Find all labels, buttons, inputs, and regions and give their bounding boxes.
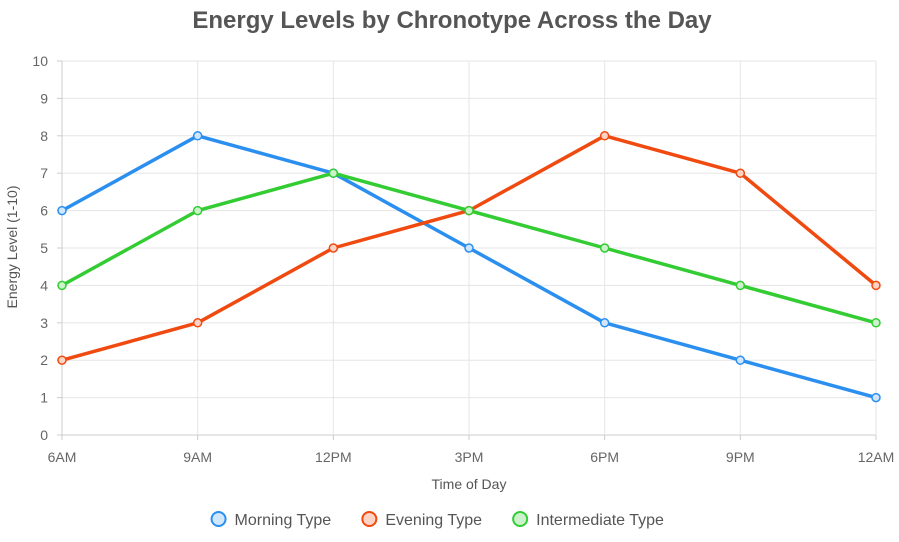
x-tick-label: 12AM [858, 449, 895, 465]
x-tick-label: 3PM [455, 449, 484, 465]
legend-item[interactable]: Evening Type [361, 511, 482, 529]
legend-marker [361, 511, 378, 527]
y-tick-label: 7 [40, 165, 48, 181]
legend-label: Intermediate Type [536, 512, 664, 529]
legend-marker [512, 511, 529, 527]
legend: Morning Type Evening Type Intermediate Typ… [210, 511, 664, 529]
chart-title: Energy Levels by Chronotype Across the D… [192, 7, 712, 34]
legend-marker [210, 511, 227, 527]
data-point[interactable] [599, 318, 610, 328]
data-point[interactable] [871, 392, 881, 403]
x-tick-label: 6AM [48, 449, 77, 465]
y-tick-label: 3 [40, 315, 48, 331]
y-tick-label: 9 [40, 90, 48, 106]
x-tick-label: 12PM [315, 449, 352, 465]
axes: 0 1 2 3 4 5 6 7 8 9 10 6AM 9AM 12PM 3PM 6PM 9PM 12AM [32, 53, 894, 465]
data-point[interactable] [328, 168, 339, 178]
y-tick-label: 1 [40, 390, 48, 406]
data-point[interactable] [735, 280, 746, 291]
legend-item[interactable]: Intermediate Type [512, 511, 664, 529]
series-lines [57, 131, 881, 403]
y-tick-label: 6 [40, 203, 48, 219]
series-intermediate-type [57, 168, 881, 328]
x-tick-label: 9PM [726, 449, 755, 465]
y-tick-label: 8 [40, 128, 48, 144]
legend-label: Morning Type [235, 512, 332, 529]
y-tick-label: 5 [40, 240, 48, 256]
data-point[interactable] [464, 205, 474, 216]
y-tick-label: 2 [40, 352, 48, 368]
data-point[interactable] [464, 243, 474, 253]
y-tick-label: 10 [32, 53, 48, 69]
data-point[interactable] [871, 280, 881, 291]
x-axis-title: Time of Day [432, 476, 507, 492]
data-point[interactable] [57, 355, 67, 365]
data-point[interactable] [735, 355, 746, 365]
data-point[interactable] [192, 205, 203, 216]
data-point[interactable] [871, 318, 881, 328]
x-tick-label: 9AM [183, 449, 212, 465]
data-point[interactable] [192, 318, 203, 328]
legend-label: Evening Type [385, 512, 482, 529]
data-point[interactable] [57, 205, 67, 216]
data-point[interactable] [735, 168, 746, 178]
y-axis-title: Energy Level (1-10) [4, 186, 20, 309]
legend-item[interactable]: Morning Type [210, 511, 332, 529]
data-point[interactable] [328, 243, 339, 253]
data-point[interactable] [599, 131, 610, 141]
data-point[interactable] [599, 243, 610, 253]
y-tick-label: 4 [40, 277, 48, 293]
data-point[interactable] [192, 131, 203, 141]
data-point[interactable] [57, 280, 67, 291]
x-tick-label: 6PM [590, 449, 619, 465]
y-tick-label: 0 [40, 427, 48, 443]
